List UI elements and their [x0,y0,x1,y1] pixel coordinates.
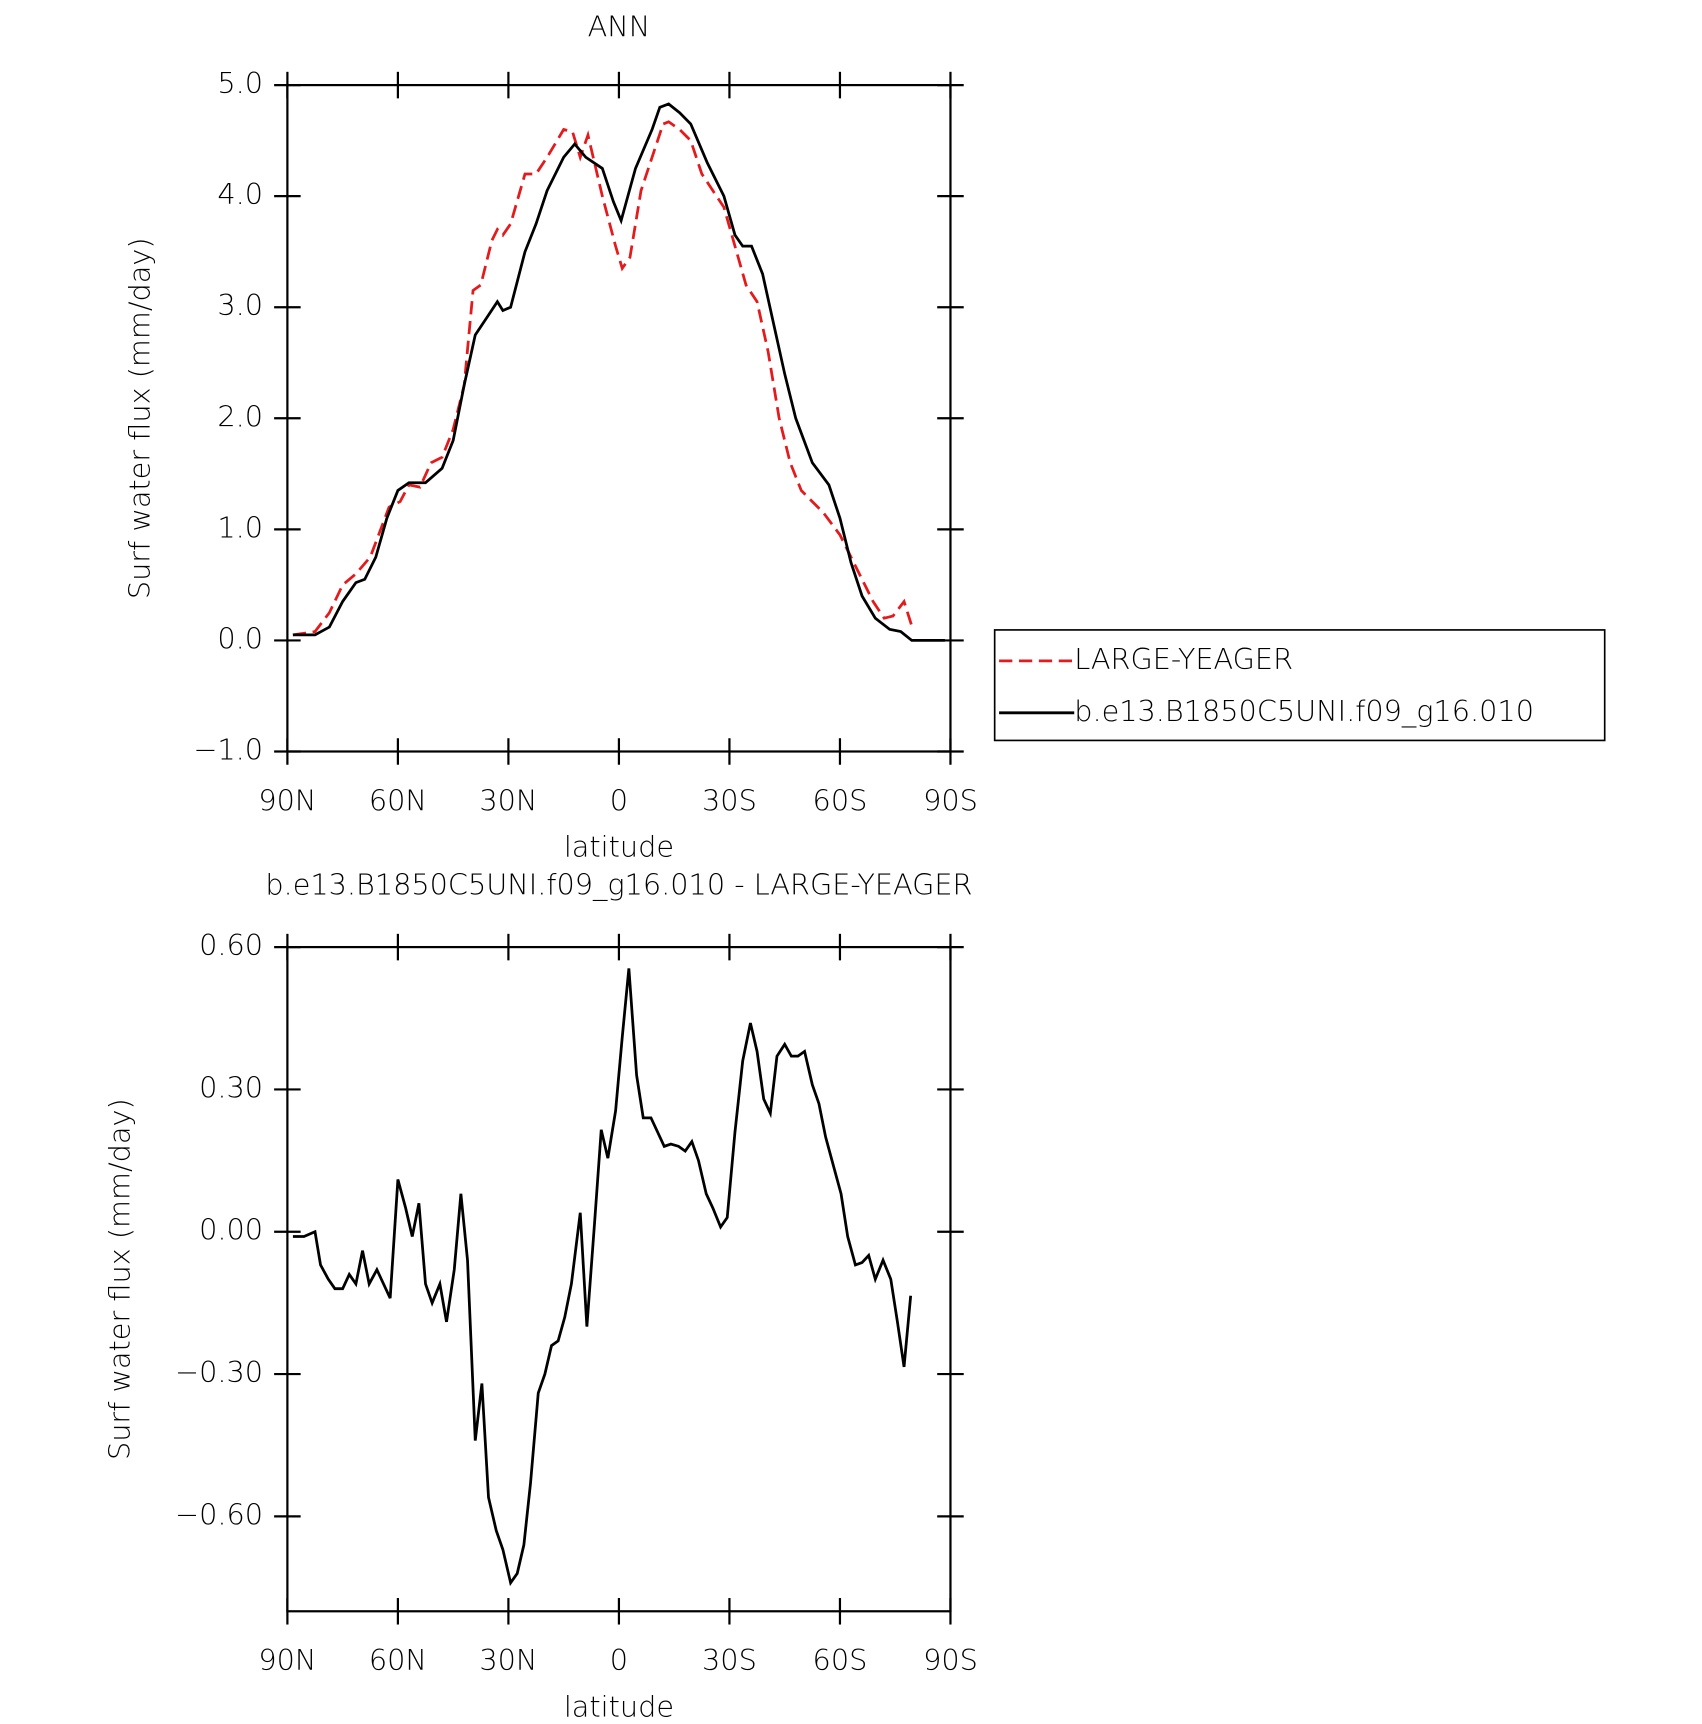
x-tick-label: 60N [369,1643,427,1677]
chart-title: b.e13.B1850C5UNI.f09_g16.010 - LARGE-YEA… [265,867,972,902]
x-tick-label: 90N [258,1643,316,1677]
series-line [292,968,913,1587]
y-tick-label: 0.00 [199,1213,263,1247]
x-tick-label: 30N [479,783,537,817]
x-tick-label: 60S [813,1643,868,1677]
y-axis-label: Surf water flux (mm/day) [103,1098,137,1460]
legend-label: b.e13.B1850C5UNI.f09_g16.010 [1074,694,1534,729]
x-axis-label: latitude [564,830,674,864]
x-tick-label: 0 [610,783,628,817]
chart-title: ANN [588,10,651,44]
y-tick-label: 0.0 [217,621,263,655]
x-tick-label: 30S [702,783,757,817]
x-tick-label: 60N [369,783,427,817]
y-tick-label: 4.0 [217,177,263,211]
plot-frame [286,83,952,753]
x-tick-label: 90N [258,783,316,817]
x-tick-label: 60S [813,783,868,817]
y-tick-label: −0.60 [175,1497,263,1531]
y-tick-label: 2.0 [217,399,263,433]
x-tick-label: 30N [479,1643,537,1677]
legend-box [993,629,1606,742]
y-tick-label: 3.0 [217,288,263,322]
y-tick-label: 5.0 [217,66,263,100]
x-tick-label: 0 [610,1643,628,1677]
x-axis-label: latitude [564,1690,674,1724]
y-tick-label: 0.60 [199,928,263,962]
y-tick-label: 0.30 [199,1070,263,1104]
y-tick-label: −1.0 [193,732,263,766]
x-tick-label: 90S [923,783,978,817]
y-tick-label: −0.30 [175,1355,263,1389]
x-tick-label: 90S [923,1643,978,1677]
y-tick-label: 1.0 [217,510,263,544]
plot-frame [286,945,952,1613]
series-line [292,102,945,642]
y-axis-label: Surf water flux (mm/day) [123,237,157,599]
x-tick-label: 30S [702,1643,757,1677]
legend-label: LARGE-YEAGER [1074,642,1293,676]
series-line [292,120,915,637]
